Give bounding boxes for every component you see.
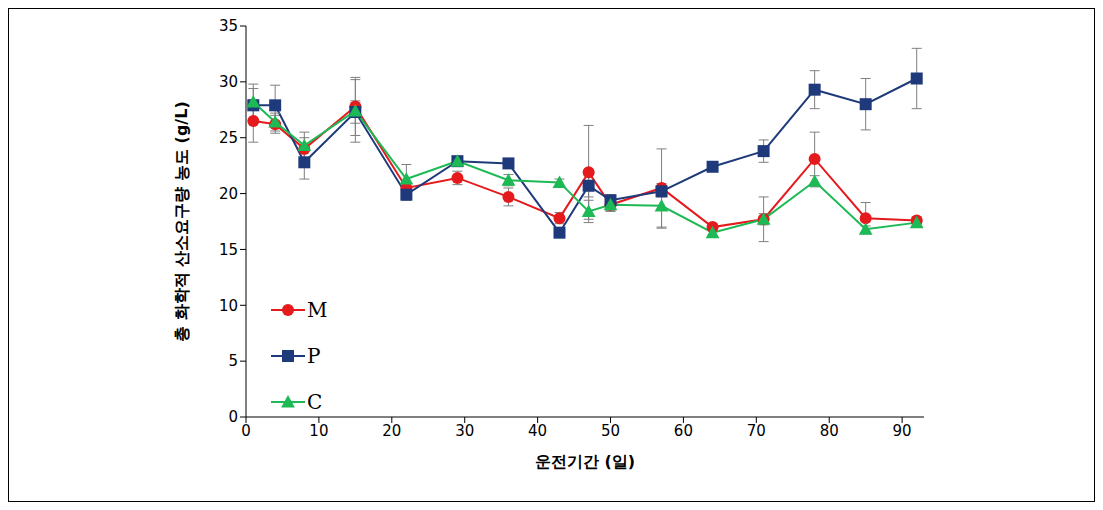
svg-text:40: 40 xyxy=(528,422,547,440)
svg-text:0: 0 xyxy=(241,422,251,440)
svg-text:0: 0 xyxy=(228,408,238,426)
svg-text:20: 20 xyxy=(219,185,238,203)
svg-text:80: 80 xyxy=(820,422,839,440)
svg-text:25: 25 xyxy=(219,129,238,147)
svg-text:10: 10 xyxy=(309,422,328,440)
svg-text:90: 90 xyxy=(893,422,912,440)
svg-text:70: 70 xyxy=(747,422,766,440)
svg-text:15: 15 xyxy=(219,241,238,259)
svg-text:5: 5 xyxy=(228,352,238,370)
svg-text:10: 10 xyxy=(219,297,238,315)
svg-text:30: 30 xyxy=(219,73,238,91)
html-text:M: M xyxy=(307,298,328,322)
svg-text:50: 50 xyxy=(601,422,620,440)
html-text:P: P xyxy=(307,344,321,368)
html-text:C: C xyxy=(307,390,323,414)
svg-text:60: 60 xyxy=(674,422,693,440)
svg-text:총 화학적 산소요구량 농도 (g/L): 총 화학적 산소요구량 농도 (g/L) xyxy=(172,101,191,341)
svg-text:운전기간 (일): 운전기간 (일) xyxy=(535,452,635,471)
svg-text:35: 35 xyxy=(219,17,238,35)
svg-text:30: 30 xyxy=(455,422,474,440)
svg-text:20: 20 xyxy=(382,422,401,440)
